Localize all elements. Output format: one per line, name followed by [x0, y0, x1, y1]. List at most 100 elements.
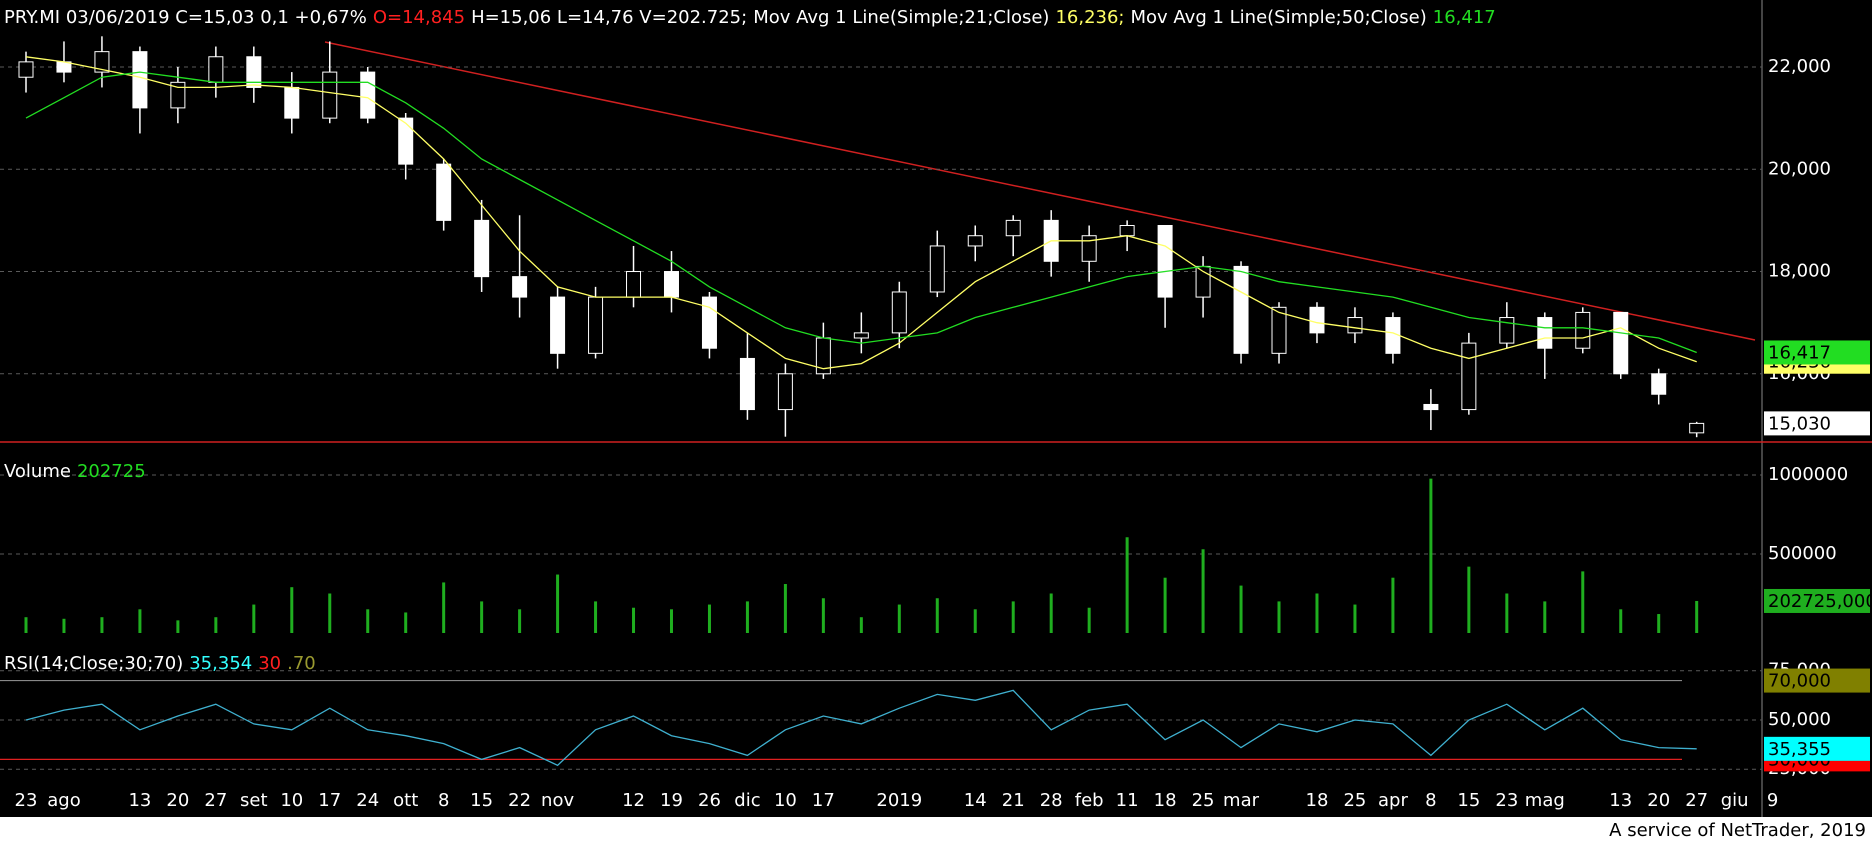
x-tick-label: ago [47, 790, 80, 811]
candle-body [322, 71, 338, 119]
volume-bar [404, 612, 408, 633]
candle-body [663, 271, 679, 298]
x-tick-label: apr [1378, 790, 1408, 811]
legend-text: .70 [287, 653, 316, 674]
x-tick-label: feb [1075, 790, 1104, 811]
x-tick-label: 9 [1767, 790, 1778, 811]
candle-body [246, 56, 262, 88]
footer: A service of NetTrader, 2019 [1609, 820, 1866, 841]
volume-bar [62, 618, 66, 633]
candle-body [1081, 235, 1097, 262]
candle-body [739, 357, 755, 411]
candle-body [967, 235, 983, 247]
volume-bar [897, 604, 901, 633]
x-tick-label: 24 [356, 790, 379, 811]
candle-body [1271, 306, 1287, 354]
volume-bar [1581, 571, 1585, 633]
volume-bar [1049, 593, 1053, 633]
value-box [1764, 736, 1870, 761]
value-box [1764, 668, 1870, 693]
candle-body [1537, 317, 1553, 349]
x-tick-label: 28 [1040, 790, 1063, 811]
legend-text: PRY.MI 03/06/2019 C=15,03 0,1 +0,67% [4, 7, 367, 28]
value-box-label: 15,030 [1768, 413, 1831, 434]
x-tick-label: 8 [1425, 790, 1436, 811]
legend: Volume 202725 [4, 461, 146, 482]
volume-bar [1315, 593, 1319, 633]
x-tick-label: 2019 [876, 790, 922, 811]
candle-body [436, 163, 452, 221]
legend-text: H=15,06 L=14,76 V=202.725; [471, 7, 747, 28]
x-tick-label: mar [1223, 790, 1260, 811]
candle-body [284, 86, 300, 119]
candle-body [1233, 265, 1249, 354]
x-tick-label: 13 [1609, 790, 1632, 811]
volume-bar [935, 598, 939, 633]
volume-bar [290, 587, 294, 633]
volume-bar [24, 617, 28, 633]
x-tick-label: 17 [318, 790, 341, 811]
candle-body [588, 296, 604, 354]
y-tick-label: 500000 [1768, 543, 1837, 564]
x-tick-label: 22 [508, 790, 531, 811]
moving-average [25, 71, 1697, 354]
trend-line [324, 41, 1756, 341]
moving-average [25, 56, 1697, 370]
legend-name: Mov Avg 1 Line(Simple;50;Close) [1131, 7, 1427, 28]
volume-bar [100, 617, 104, 633]
volume-bar [1163, 577, 1167, 633]
candle-body [550, 296, 566, 354]
rsi-line [25, 689, 1697, 767]
volume-bar [214, 617, 218, 633]
x-tick-label: 15 [470, 790, 493, 811]
volume-bar [1429, 478, 1433, 633]
candle-body [1651, 373, 1667, 395]
x-tick-label: 25 [1343, 790, 1366, 811]
x-tick-label: set [240, 790, 268, 811]
x-tick-label: 19 [660, 790, 683, 811]
x-tick-label: giu [1721, 790, 1749, 811]
candle-body [777, 373, 793, 411]
volume-bar [821, 598, 825, 633]
value-box [1764, 340, 1870, 365]
candle-body [1005, 219, 1021, 237]
volume-bar [556, 574, 560, 633]
volume-bar [176, 620, 180, 633]
x-tick-label: 18 [1306, 790, 1329, 811]
candle-body [1157, 225, 1173, 298]
x-tick-label: dic [734, 790, 760, 811]
volume-bar [1087, 607, 1091, 633]
x-tick-label: 23 [15, 790, 38, 811]
volume-bar [1201, 549, 1205, 633]
candle-body [1309, 306, 1325, 334]
x-tick-label: nov [541, 790, 574, 811]
volume-bar [1467, 566, 1471, 633]
x-tick-label: 20 [166, 790, 189, 811]
y-tick-label: 1000000 [1768, 464, 1848, 485]
x-tick-label: 8 [438, 790, 449, 811]
value-box [1764, 411, 1870, 436]
legend-text: RSI(14;Close;30;70) [4, 653, 183, 674]
volume-bar [442, 582, 446, 633]
candle-body [929, 245, 945, 293]
volume-bar [1353, 604, 1357, 633]
volume-bar [328, 593, 332, 633]
candle-body [18, 61, 34, 78]
candle-body [208, 56, 224, 83]
y-tick-label: 50,000 [1768, 709, 1831, 730]
candle-body [474, 219, 490, 278]
volume-bar [859, 617, 863, 633]
volume-bar [707, 604, 711, 633]
x-tick-label: 21 [1002, 790, 1025, 811]
volume-bar [1505, 593, 1509, 633]
volume-bar [252, 604, 256, 633]
x-tick-label: 15 [1457, 790, 1480, 811]
value-box-label: 202725,000 [1768, 591, 1872, 612]
x-tick-label: 27 [1685, 790, 1708, 811]
candle-body [1119, 225, 1135, 237]
legend-value: 16,417 [1433, 7, 1496, 28]
candle-body [891, 291, 907, 334]
